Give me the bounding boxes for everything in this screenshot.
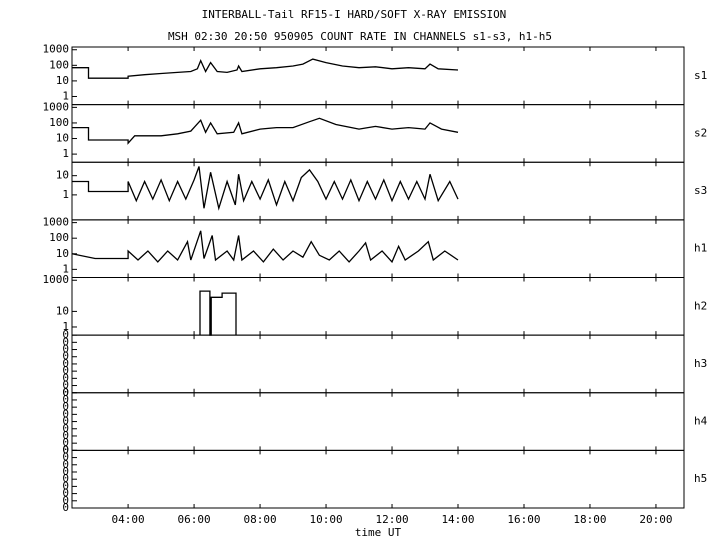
y-tick-label: 0 <box>62 429 69 442</box>
panel-label: h4 <box>694 415 708 428</box>
panel-label: s1 <box>694 69 707 82</box>
y-tick-label: 0 <box>62 443 69 456</box>
y-tick-label: 0 <box>62 472 69 485</box>
data-line <box>72 166 459 211</box>
y-tick-label: 1000 <box>43 43 70 56</box>
y-tick-label: 0 <box>62 386 69 399</box>
y-tick-label: 0 <box>62 343 69 356</box>
y-tick-label: 0 <box>62 328 69 341</box>
y-tick-label: 1000 <box>43 100 70 113</box>
x-tick-label: 10:00 <box>309 513 342 526</box>
y-tick-label: 0 <box>62 400 69 413</box>
y-tick-label: 0 <box>62 451 69 464</box>
panel-label: h5 <box>694 472 707 485</box>
y-tick-label: 1 <box>62 188 69 201</box>
data-line <box>199 290 237 336</box>
x-tick-label: 12:00 <box>375 513 408 526</box>
panel-label: s3 <box>694 184 707 197</box>
y-tick-label: 0 <box>62 379 69 392</box>
y-tick-label: 10 <box>56 169 69 182</box>
y-tick-label: 1 <box>62 320 69 333</box>
y-tick-label: 0 <box>62 386 69 399</box>
y-tick-label: 1 <box>62 262 69 275</box>
y-tick-label: 100 <box>49 116 69 129</box>
y-tick-label: 0 <box>62 458 69 471</box>
x-axis-label: time UT <box>355 526 402 539</box>
panel-label: s2 <box>694 126 707 139</box>
x-tick-label: 06:00 <box>178 513 211 526</box>
panel-label: h3 <box>694 357 707 370</box>
y-tick-label: 0 <box>62 479 69 492</box>
x-tick-label: 04:00 <box>112 513 145 526</box>
x-tick-label: 16:00 <box>507 513 540 526</box>
y-tick-label: 1000 <box>43 216 70 229</box>
y-tick-label: 0 <box>62 443 69 456</box>
y-tick-label: 1 <box>62 89 69 102</box>
data-line <box>72 117 459 145</box>
y-tick-label: 100 <box>49 58 69 71</box>
y-tick-label: 0 <box>62 393 69 406</box>
panel-label: h1 <box>694 242 707 255</box>
y-tick-label: 1000 <box>43 273 70 286</box>
y-tick-label: 0 <box>62 350 69 363</box>
y-tick-label: 10 <box>56 304 69 317</box>
panel-label: h2 <box>694 299 707 312</box>
x-tick-label: 14:00 <box>441 513 474 526</box>
y-tick-label: 0 <box>62 407 69 420</box>
y-tick-label: 0 <box>62 357 69 370</box>
y-tick-label: 0 <box>62 335 69 348</box>
y-tick-label: 0 <box>62 422 69 435</box>
y-tick-label: 0 <box>62 364 69 377</box>
y-tick-label: 10 <box>56 247 69 260</box>
x-tick-label: 08:00 <box>243 513 276 526</box>
y-tick-label: 0 <box>62 415 69 428</box>
data-line <box>72 58 459 79</box>
y-tick-label: 0 <box>62 494 69 507</box>
x-tick-label: 20:00 <box>639 513 672 526</box>
y-tick-label: 10 <box>56 132 69 145</box>
y-tick-label: 0 <box>62 371 69 384</box>
y-tick-label: 0 <box>62 465 69 478</box>
y-tick-label: 0 <box>62 436 69 449</box>
chart-title: INTERBALL-Tail RF15-I HARD/SOFT X-RAY EM… <box>202 8 507 21</box>
y-tick-label: 100 <box>49 231 69 244</box>
x-tick-label: 18:00 <box>573 513 606 526</box>
y-tick-label: 0 <box>62 487 69 500</box>
chart-subtitle: MSH 02:30 20:50 950905 COUNT RATE IN CHA… <box>168 30 552 43</box>
y-tick-label: 0 <box>62 501 69 514</box>
y-tick-label: 1 <box>62 147 69 160</box>
data-line <box>71 230 459 264</box>
y-tick-label: 10 <box>56 74 69 87</box>
